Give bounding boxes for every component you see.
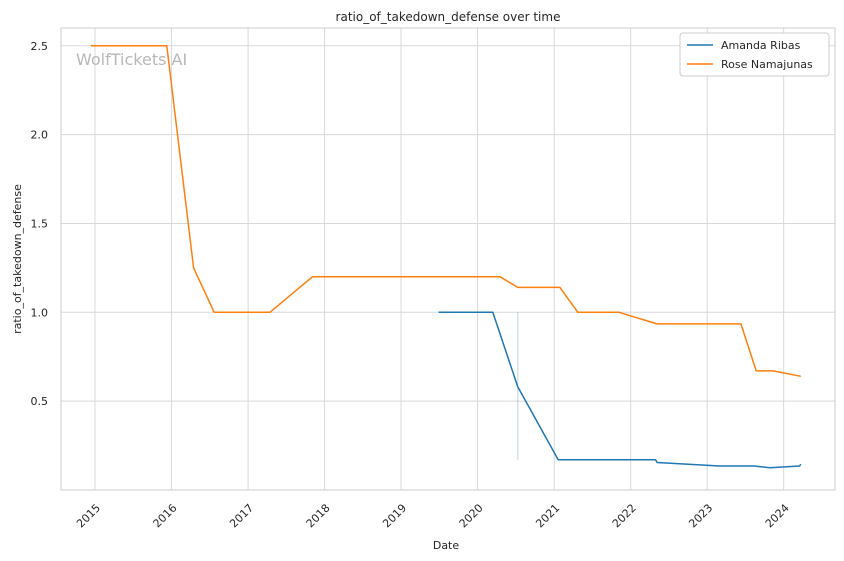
plot-frame — [60, 27, 836, 491]
grid — [61, 28, 835, 490]
legend-label-rose-namajunas: Rose Namajunas — [721, 58, 813, 71]
chart-title: ratio_of_takedown_defense over time — [336, 10, 561, 24]
legend-label-amanda-ribas: Amanda Ribas — [721, 39, 801, 52]
y-tick-label: 1.5 — [31, 217, 49, 230]
series-line-rose-namajunas — [90, 45, 801, 378]
legend: Amanda Ribas Rose Namajunas — [679, 32, 830, 77]
x-tick-labels: 2015 2016 2017 2018 2019 2020 2021 2022 2023 2024 — [74, 501, 792, 530]
watermark: WolfTickets AI — [76, 50, 187, 69]
y-tick-label: 1.0 — [31, 306, 49, 319]
y-tick-labels: 0.5 1.0 1.5 2.0 2.5 — [31, 40, 49, 408]
y-tick-label: 2.5 — [31, 40, 49, 53]
y-tick-label: 2.0 — [31, 129, 49, 142]
series-line-amanda-ribas — [438, 311, 802, 469]
series-lines — [90, 45, 802, 469]
legend-box — [679, 32, 830, 77]
y-tick-label: 0.5 — [31, 395, 49, 408]
y-axis-title: ratio_of_takedown_defense — [11, 184, 24, 334]
x-axis-title: Date — [433, 539, 460, 552]
